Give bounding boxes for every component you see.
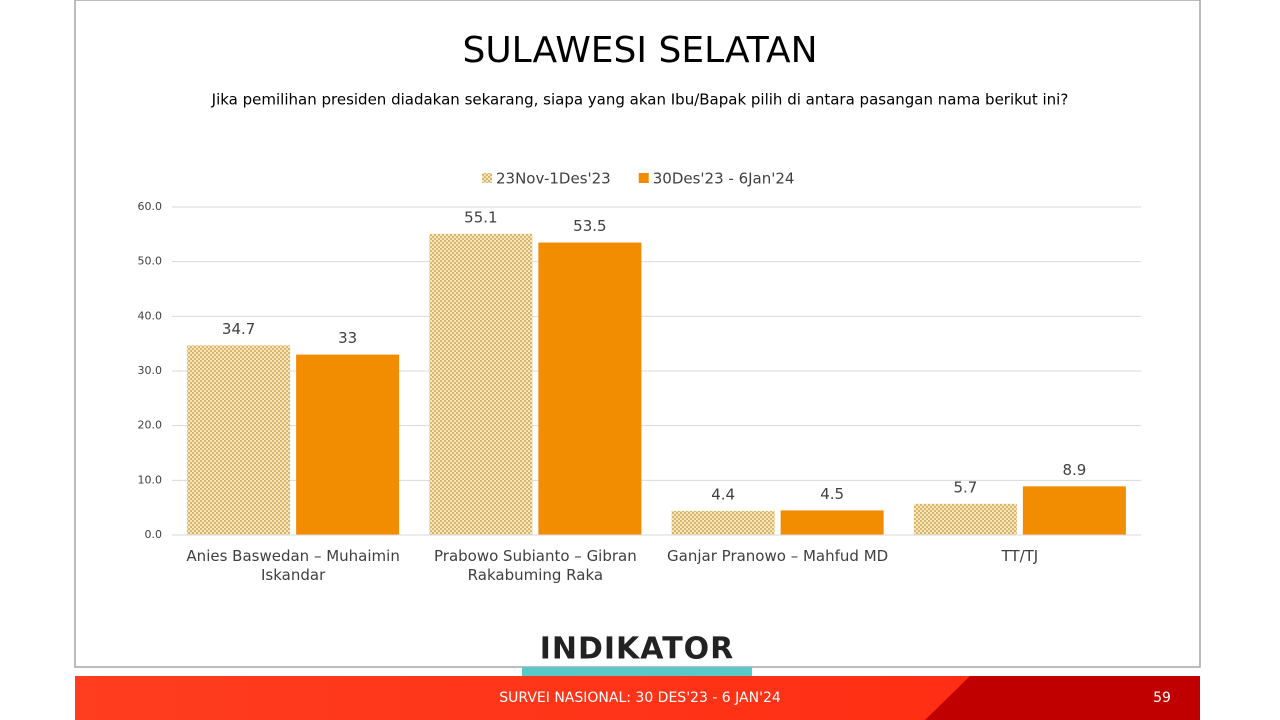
legend-swatch: [482, 173, 492, 183]
bar: [1022, 486, 1126, 535]
bar: [538, 242, 642, 536]
footer-text: SURVEI NASIONAL: 30 DES'23 - 6 JAN'24: [499, 690, 781, 706]
x-tick-label: Ganjar Pranowo – Mahfud MD: [667, 547, 889, 565]
y-tick-label: 20.0: [138, 419, 163, 432]
bar: [780, 510, 884, 535]
chart-title: SULAWESI SELATAN: [462, 30, 817, 71]
value-label: 4.5: [820, 485, 844, 503]
footer-accent: [925, 676, 1200, 720]
bar: [429, 233, 533, 535]
value-label: 53.5: [573, 217, 606, 235]
value-label: 5.7: [953, 478, 977, 496]
legend-swatch: [638, 173, 649, 183]
x-tick-label: Prabowo Subianto – Gibran Rakabuming Rak…: [434, 547, 637, 584]
y-tick-label: 60.0: [138, 200, 163, 213]
bar: [913, 503, 1017, 535]
value-label: 4.4: [711, 485, 735, 503]
value-label: 55.1: [464, 208, 497, 226]
y-tick-label: 50.0: [138, 255, 163, 268]
y-tick-label: 0.0: [145, 528, 163, 541]
bar: [296, 354, 400, 535]
y-tick-label: 40.0: [138, 309, 163, 322]
legend-label: 30Des'23 - 6Jan'24: [653, 170, 795, 188]
y-tick-label: 10.0: [138, 473, 163, 486]
legend-label: 23Nov-1Des'23: [496, 170, 611, 188]
bar: [187, 345, 291, 535]
y-tick-label: 30.0: [138, 364, 163, 377]
value-label: 8.9: [1062, 461, 1086, 479]
logo: INDIKATOR: [540, 632, 735, 667]
x-tick-label: Anies Baswedan – Muhaimin Iskandar: [186, 547, 400, 584]
bar: [671, 510, 775, 535]
value-label: 33: [338, 329, 357, 347]
x-tick-label: TT/TJ: [1001, 547, 1039, 565]
value-label: 34.7: [222, 320, 255, 338]
chart-subtitle: Jika pemilihan presiden diadakan sekaran…: [211, 91, 1069, 109]
page-number: 59: [1153, 690, 1171, 706]
